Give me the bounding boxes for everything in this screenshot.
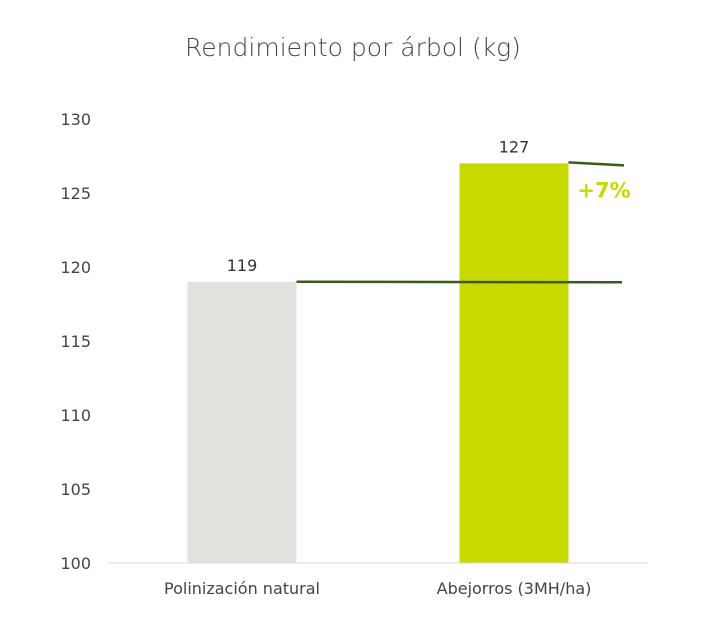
bar bbox=[459, 163, 569, 563]
baseline-reference-line bbox=[296, 280, 623, 284]
y-axis: 100 105 110 115 120 125 130 bbox=[60, 110, 91, 573]
y-tick-label: 115 bbox=[60, 332, 91, 351]
chart-title: Rendimiento por árbol (kg) bbox=[185, 33, 521, 62]
percent-increase-annotation: +7% bbox=[577, 179, 630, 203]
x-tick-label: Polinización natural bbox=[164, 579, 320, 598]
y-tick-label: 110 bbox=[60, 406, 91, 425]
y-tick-label: 130 bbox=[60, 110, 91, 129]
bar bbox=[187, 281, 297, 563]
bars: 119 127 bbox=[187, 137, 569, 563]
x-axis: Polinización natural Abejorros (3MH/ha) bbox=[164, 579, 591, 598]
data-label: 127 bbox=[499, 137, 530, 156]
y-tick-label: 125 bbox=[60, 184, 91, 203]
x-tick-label: Abejorros (3MH/ha) bbox=[437, 579, 592, 598]
data-label: 119 bbox=[227, 256, 258, 275]
top-reference-line bbox=[568, 161, 625, 167]
y-tick-label: 105 bbox=[60, 480, 91, 499]
reference-lines bbox=[296, 161, 625, 284]
y-tick-label: 120 bbox=[60, 258, 91, 277]
y-tick-label: 100 bbox=[60, 554, 91, 573]
